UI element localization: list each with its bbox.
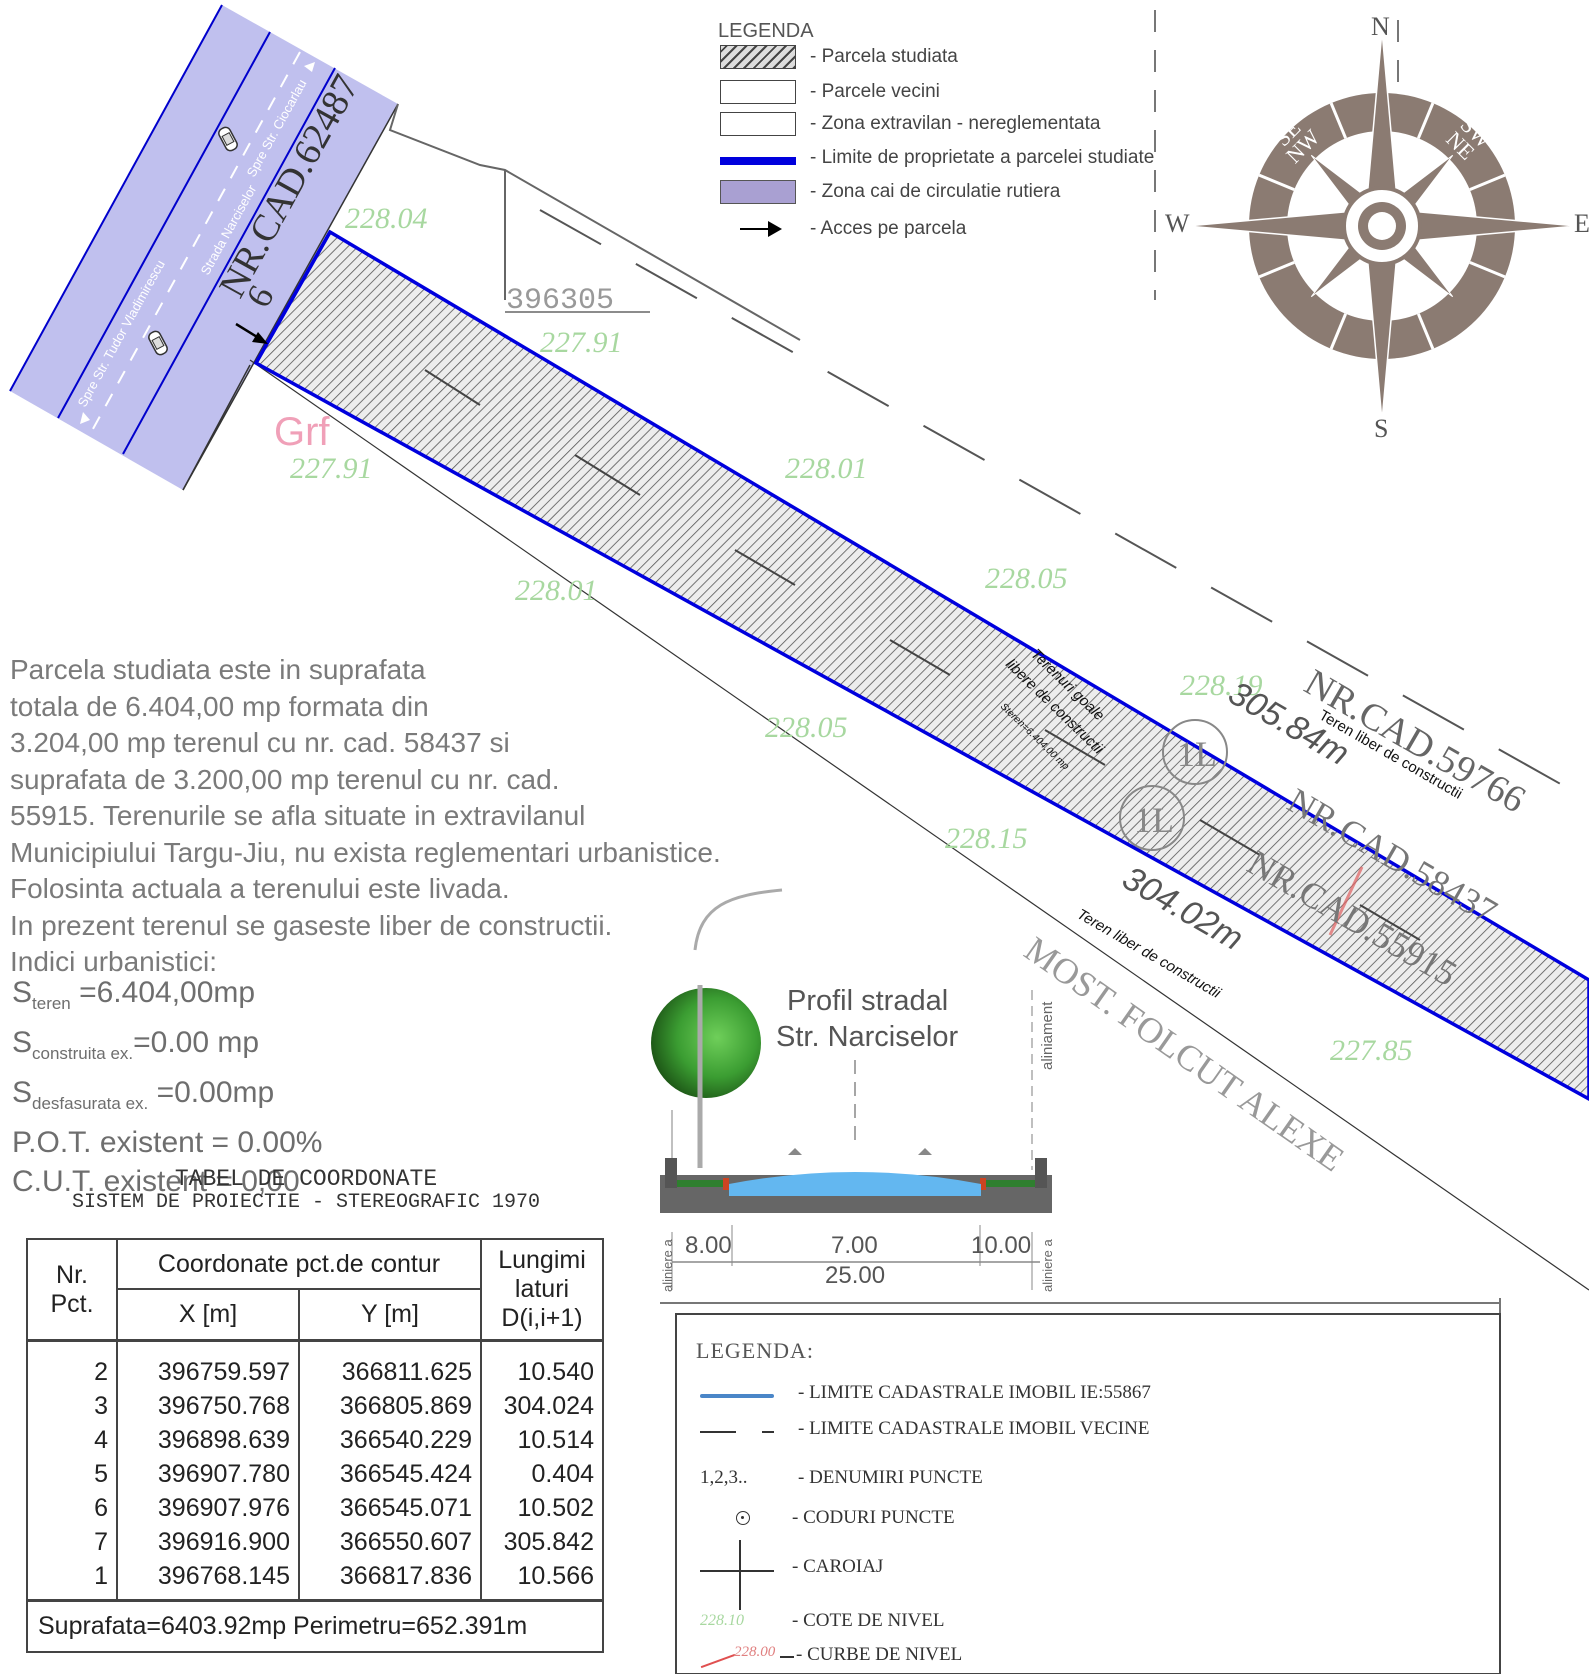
neighbor-boundary [539,209,1589,801]
profile-aliniament-label: aliniament [1039,1001,1056,1070]
description-line: Municipiului Targu-Jiu, nu exista reglem… [10,836,721,868]
profile-aliniere-right-label: aliniere a [1040,1238,1055,1292]
table-row: 6 396907.976 366545.071 10.502 [26,1490,604,1524]
coordinates-table: Nr. Pct. Coordonate pct.de contur Lungimi… [26,1237,604,1653]
circle-1L-label: 1L [1177,734,1217,774]
street-profile [651,888,1052,1290]
legend-item-acces: - Acces pe parcela [718,216,1138,244]
legend-item-parcela-studiata: - Parcela studiata [718,44,1138,72]
profile-subtitle: Str. Narciselor [776,1021,958,1053]
elevation-label: 227.91 [290,452,373,485]
parcel-description: Parcela studiata este in suprafata total… [10,652,810,981]
compass-west-label: W [1165,209,1190,238]
elevation-label: 228.04 [345,202,428,235]
profile-total-label: 25.00 [825,1262,885,1289]
car-icon [218,126,238,152]
urban-indices: Steren =6.404,00mp Sconstruita ex.=0.00 … [12,973,322,1201]
profile-aliniere-left-label: aliniere a [660,1238,675,1292]
road-edge-line [57,31,271,419]
table-row: 5 396907.780 366545.424 0.404 [26,1456,604,1490]
tree-icon [651,988,761,1098]
profile-dim-label: 10.00 [971,1232,1031,1259]
circle-1L-marker [1119,785,1185,851]
elevation-label: 228.19 [1180,669,1263,702]
description-line: Parcela studiata este in suprafata [10,654,426,685]
description-line: suprafata de 3.200,00 mp terenul cu nr. … [10,763,560,795]
road-centerline [87,51,301,439]
crosshair-icon [739,1540,741,1610]
circle-1L-marker [1162,719,1228,785]
table-row: 7 396916.900 366550.607 305.842 [26,1524,604,1558]
col-header-nr-pct: Nr. Pct. [26,1238,118,1342]
coordinates-table-title: TABEL DE COORDONATE SISTEM DE PROIECTIE … [71,1166,541,1215]
compass-north-label: N [1371,12,1390,41]
profile-title: Profil stradal [787,985,948,1017]
table-row: 2 396759.597 366811.625 10.540 [26,1339,604,1388]
description-line: 55915. Terenurile se afla situate in ext… [10,800,586,831]
target-icon [736,1511,750,1525]
grf-label: Grf [274,410,330,454]
table-footer-summary: Suprafata=6403.92mp Perimetru=652.391m [26,1599,604,1653]
profile-dim-label: 8.00 [685,1232,732,1259]
description-line: In prezent terenul se gaseste liber de c… [10,909,613,941]
elevation-label: 228.05 [985,562,1068,595]
col-header-coordonate: Coordonate pct.de contur [116,1237,482,1291]
legend-cadastral: LEGENDA: - LIMITE CADASTRALE IMOBIL IE:5… [660,1310,1502,1674]
car-icon [148,330,168,356]
parcel-396305-label: 396305 [506,284,614,318]
table-row: 3 396750.768 366805.869 304.024 [26,1388,604,1422]
s-construita-index: Sconstruita ex.=0.00 mp [12,1026,260,1063]
road-zone [10,5,398,490]
table-row: 4 396898.639 366540.229 10.514 [26,1422,604,1456]
legend-item-limite-proprietate: - Limite de proprietate a parcelei studi… [718,145,1154,173]
elevation-label: 228.01 [785,452,868,485]
arrow-right-icon [740,228,770,230]
compass-east-label: E [1574,209,1589,238]
legend-item-extravilan: - Zona extravilan - nereglementata [718,111,1138,139]
legend-cadastral-title: LEGENDA: [696,1338,814,1363]
legend-item-caroiaj: - CAROIAJ [700,1540,1300,1610]
legend-title: LEGENDA [718,20,814,42]
elevation-label: 227.85 [1330,1034,1413,1067]
col-header-x: X [m] [116,1288,300,1342]
description-line: totala de 6.404,00 mp formata din [10,690,429,722]
table-row: 1 396768.145 366817.836 10.566 [26,1558,604,1601]
description-line: Indici urbanistici: [10,946,217,977]
col-header-lungimi: Lungimi laturi D(i,i+1) [480,1238,604,1342]
compass-rose-icon: NW NE SE SW [1186,30,1578,422]
s-teren-index: Steren =6.404,00mp [12,976,256,1013]
elevation-label: 228.15 [945,822,1028,855]
elevation-label: 228.05 [765,711,848,744]
road-edge-line [122,67,336,455]
s-desfasurata-index: Sdesfasurata ex. =0.00mp [12,1076,275,1113]
pot-index: P.O.T. existent = 0.00% [12,1126,323,1159]
compass-south-label: S [1374,414,1388,443]
circle-1L-label: 1L [1134,800,1174,840]
profile-dim-label: 7.00 [831,1232,878,1259]
cut-index: C.U.T. existent = 0,00 [12,1165,300,1198]
legend-item-parcele-vecini: - Parcele vecini [718,79,1138,107]
elevation-label: 227.91 [540,326,623,359]
description-line: Folosinta actuala a terenului este livad… [10,873,510,904]
road-edge-line [9,4,223,392]
description-line: 3.204,00 mp terenul cu nr. cad. 58437 si [10,727,510,758]
legend-item-cai-circulatie: - Zona cai de circulatie rutiera [718,179,1138,207]
elevation-label: 228.01 [515,574,598,607]
col-header-y: Y [m] [298,1288,482,1342]
